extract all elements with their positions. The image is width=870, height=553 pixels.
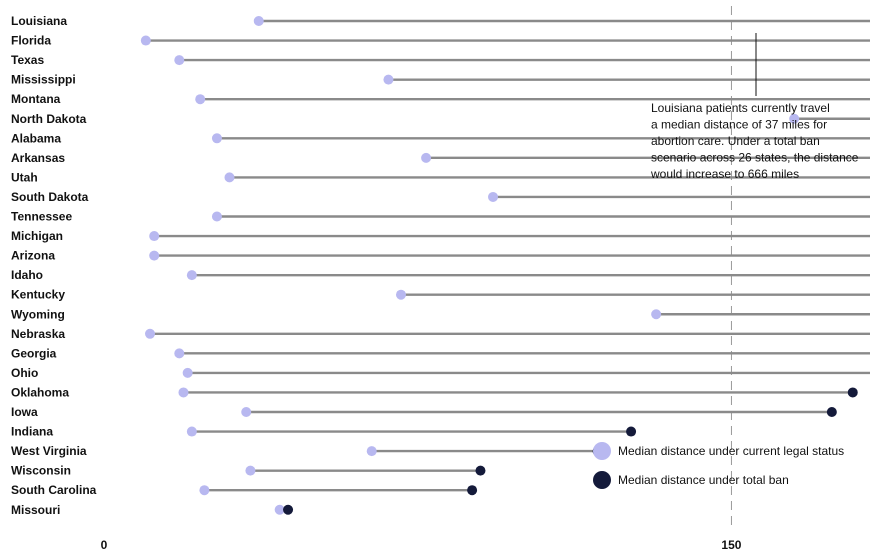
dot-current bbox=[174, 55, 185, 66]
annotation-text-line: abortion care. Under a total ban bbox=[651, 134, 820, 148]
x-tick-label: 150 bbox=[721, 538, 741, 552]
state-label: Tennessee bbox=[11, 210, 72, 224]
state-label: Alabama bbox=[11, 131, 61, 145]
dot-ban bbox=[626, 426, 637, 437]
dot-current bbox=[789, 113, 800, 124]
annotation-text-line: scenario across 26 states, the distance bbox=[651, 151, 859, 165]
dot-current bbox=[182, 367, 193, 378]
dot-current bbox=[488, 191, 499, 202]
state-label: Ohio bbox=[11, 366, 38, 380]
dot-current bbox=[149, 231, 160, 242]
state-label: South Carolina bbox=[11, 483, 97, 497]
legend-current-label: Median distance under current legal stat… bbox=[618, 444, 844, 458]
dot-current bbox=[149, 250, 160, 261]
legend-current-swatch bbox=[593, 442, 611, 460]
state-label: North Dakota bbox=[11, 112, 87, 126]
dot-ban bbox=[475, 465, 486, 476]
legend-ban-label: Median distance under total ban bbox=[618, 473, 789, 487]
dot-current bbox=[186, 270, 197, 281]
dot-current bbox=[199, 485, 210, 496]
state-label: Mississippi bbox=[11, 73, 76, 87]
state-label: Florida bbox=[11, 34, 51, 48]
dot-current bbox=[395, 289, 406, 300]
state-label: Wisconsin bbox=[11, 464, 71, 478]
annotation: Louisiana patients currently travel a med… bbox=[650, 33, 859, 181]
dot-current bbox=[241, 407, 252, 417]
dot-current bbox=[186, 426, 197, 437]
dot-ban bbox=[847, 387, 858, 398]
dot-current bbox=[366, 446, 377, 457]
dot-current bbox=[253, 16, 264, 26]
state-label: Montana bbox=[11, 92, 61, 106]
state-label: Georgia bbox=[11, 346, 57, 360]
dot-current bbox=[383, 74, 394, 85]
dot-current bbox=[178, 387, 189, 398]
state-label: Indiana bbox=[11, 425, 53, 439]
data-dots bbox=[140, 16, 858, 515]
dot-current bbox=[224, 172, 235, 183]
x-axis-tick-labels: 0150300450600 miles bbox=[101, 538, 742, 552]
state-label: Arkansas bbox=[11, 151, 65, 165]
state-label: West Virginia bbox=[11, 444, 87, 458]
connector-lines bbox=[145, 19, 870, 511]
dot-current bbox=[211, 211, 222, 222]
annotation-text-line: Louisiana patients currently travel bbox=[651, 101, 830, 115]
dot-ban bbox=[826, 407, 837, 417]
dot-current bbox=[140, 35, 151, 46]
state-label: Oklahoma bbox=[11, 385, 69, 399]
dot-current bbox=[174, 348, 185, 359]
legend: Median distance under current legal stat… bbox=[593, 442, 844, 489]
state-label: Nebraska bbox=[11, 327, 65, 341]
grid-lines bbox=[730, 6, 732, 530]
state-label: Texas bbox=[11, 53, 44, 67]
x-tick-label: 0 bbox=[101, 538, 108, 552]
state-label: Louisiana bbox=[11, 14, 67, 28]
state-label: South Dakota bbox=[11, 190, 89, 204]
state-labels: Louisiana Florida Texas Mississippi Montana N… bbox=[11, 14, 97, 517]
dot-ban bbox=[283, 504, 294, 515]
dot-current bbox=[211, 133, 222, 144]
dot-current bbox=[421, 152, 432, 163]
state-label: Iowa bbox=[11, 405, 38, 419]
dot-current bbox=[245, 465, 256, 476]
dot-current bbox=[274, 504, 285, 515]
dot-ban bbox=[467, 485, 478, 496]
annotation-text-line: a median distance of 37 miles for bbox=[651, 118, 827, 132]
state-label: Idaho bbox=[11, 268, 43, 282]
state-label: Arizona bbox=[11, 249, 55, 263]
dot-current bbox=[145, 328, 156, 339]
state-label: Wyoming bbox=[11, 307, 65, 321]
state-label: Kentucky bbox=[11, 288, 65, 302]
legend-ban-swatch bbox=[593, 471, 611, 489]
dot-current bbox=[195, 94, 206, 105]
annotation-text-line: would increase to 666 miles bbox=[650, 167, 799, 181]
state-label: Michigan bbox=[11, 229, 63, 243]
state-label: Missouri bbox=[11, 503, 60, 517]
state-label: Utah bbox=[11, 170, 38, 184]
dot-current bbox=[651, 309, 662, 320]
